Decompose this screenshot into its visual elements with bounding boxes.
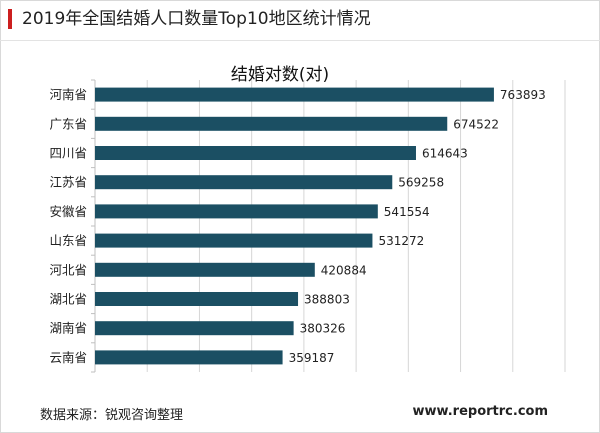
data-label: 380326 <box>300 322 346 336</box>
chart-title: 结婚对数(对) <box>230 65 330 85</box>
category-label: 江苏省 <box>49 175 87 190</box>
bar <box>95 233 373 248</box>
data-label: 420884 <box>321 263 367 277</box>
bar <box>95 87 494 102</box>
bar <box>95 175 393 190</box>
category-label: 安徽省 <box>49 204 87 219</box>
data-label: 614643 <box>422 147 468 161</box>
data-label: 359187 <box>289 351 335 365</box>
category-label: 河北省 <box>49 262 87 277</box>
page-title: 2019年全国结婚人口数量Top10地区统计情况 <box>22 9 371 29</box>
category-label: 河南省 <box>49 87 87 102</box>
category-label: 四川省 <box>49 146 87 161</box>
bar <box>95 116 448 131</box>
title-accent-bar <box>8 9 12 29</box>
bar <box>95 204 378 219</box>
title-divider <box>0 40 600 41</box>
data-label: 674522 <box>453 117 499 131</box>
category-label: 广东省 <box>49 116 87 131</box>
category-label: 云南省 <box>49 350 87 365</box>
category-label: 湖南省 <box>49 321 87 336</box>
data-label: 531272 <box>378 234 424 248</box>
data-source: 数据来源：锐观咨询整理 <box>40 408 184 423</box>
header: 2019年全国结婚人口数量Top10地区统计情况 <box>0 6 600 32</box>
data-label: 541554 <box>384 205 430 219</box>
bar <box>95 146 416 160</box>
bar <box>95 292 299 306</box>
category-label: 湖北省 <box>49 292 87 307</box>
bar <box>95 350 283 365</box>
bar <box>95 321 294 336</box>
bar <box>95 262 315 277</box>
data-label: 763893 <box>500 88 546 102</box>
source-url: www.reportrc.com <box>412 404 548 419</box>
category-label: 山东省 <box>49 233 87 248</box>
data-label: 388803 <box>304 293 350 307</box>
data-label: 569258 <box>398 176 444 190</box>
